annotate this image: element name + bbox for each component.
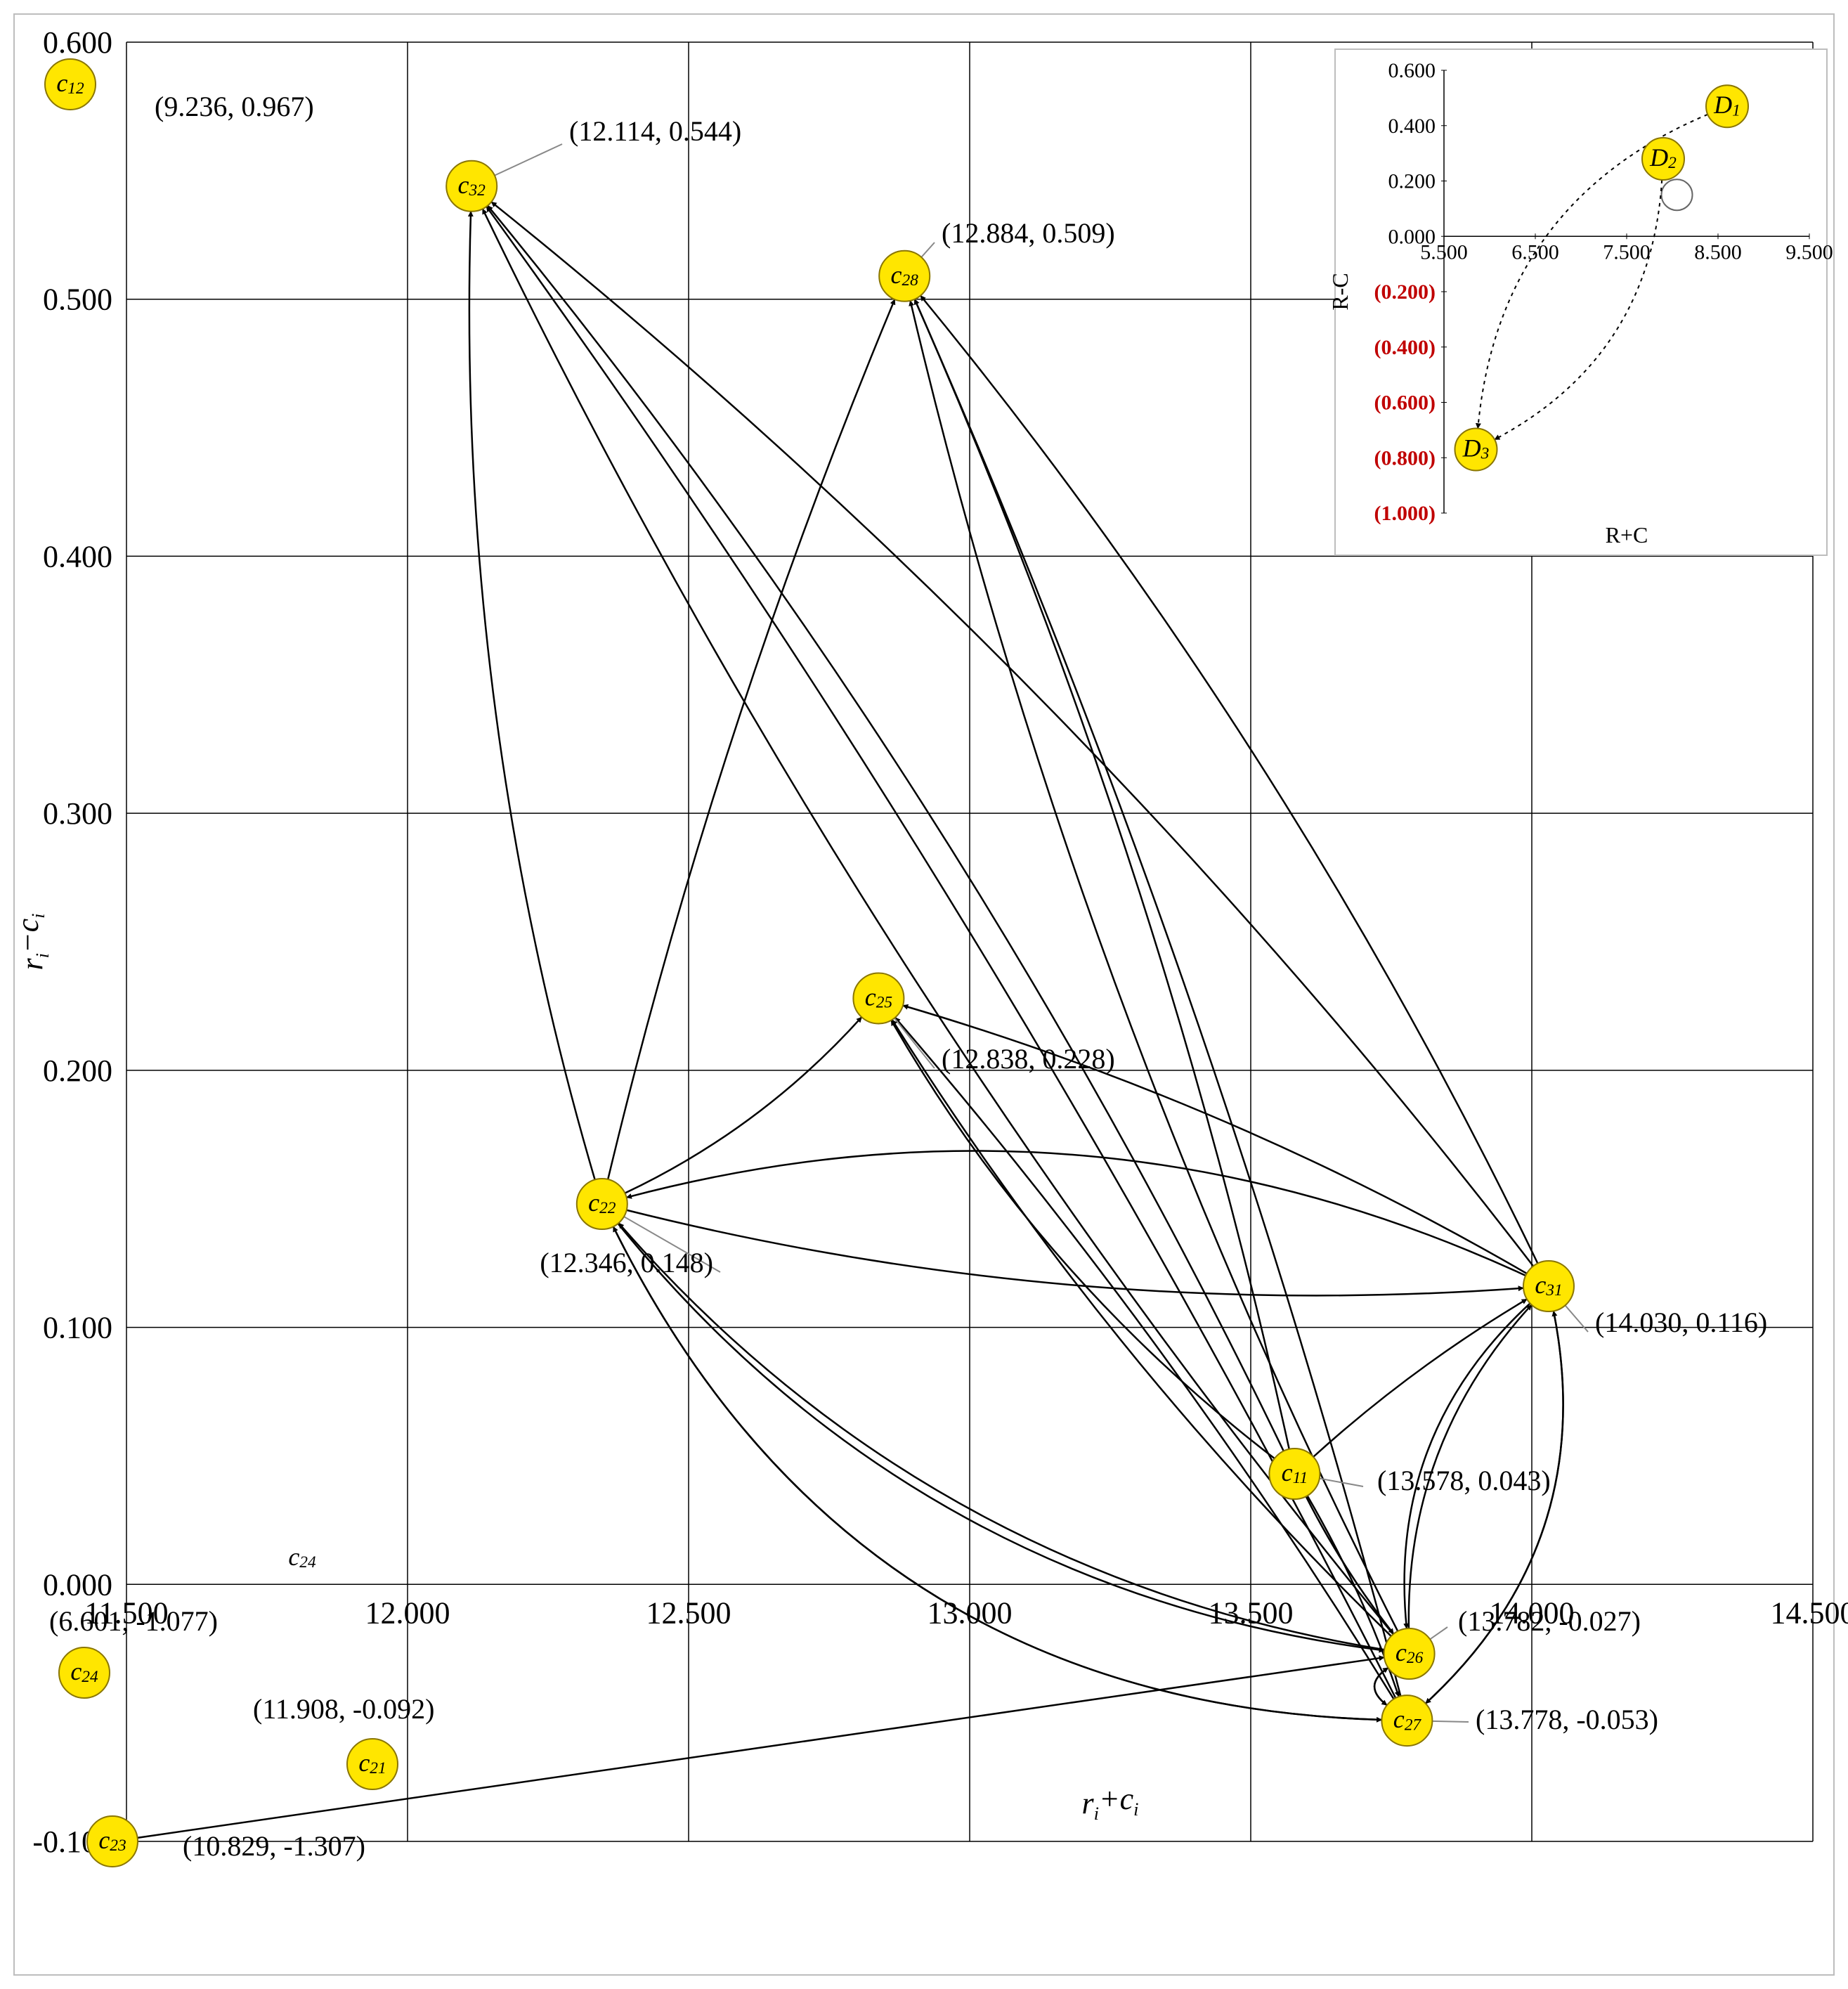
node-c24: c24 (59, 1647, 110, 1698)
edge (1313, 1299, 1527, 1456)
node-c28: c28 (879, 251, 930, 302)
edge (138, 1657, 1384, 1838)
edge (915, 299, 1401, 1697)
node-c26: c26 (1384, 1628, 1435, 1679)
coord-label-c23: (10.829, -1.307) (183, 1830, 365, 1862)
node-c31: c31 (1523, 1261, 1574, 1311)
coord-label-c32: (12.114, 0.544) (569, 115, 741, 147)
plot-label-c24: c24 (288, 1543, 316, 1572)
edge (915, 299, 1289, 1449)
inset-y-tick-neg: (0.600) (1374, 391, 1436, 415)
edge (625, 1017, 861, 1193)
inset-x-tick: 7.500 (1603, 240, 1651, 264)
node-c25: c25 (853, 973, 904, 1023)
y-tick-label: 0.600 (43, 25, 112, 60)
inset-node-D3: D3 (1455, 428, 1497, 470)
y-tick-label: 0.000 (43, 1567, 112, 1602)
inset-y-tick: 0.600 (1388, 59, 1436, 82)
edge (627, 1151, 1526, 1276)
x-tick-label: 14.500 (1771, 1595, 1848, 1630)
inset-node-D1: D1 (1706, 85, 1748, 127)
inset-y-tick: 0.000 (1388, 225, 1436, 248)
node-c22: c22 (577, 1179, 627, 1229)
y-tick-label: 0.500 (43, 283, 112, 317)
x-tick-label: 12.000 (365, 1595, 450, 1630)
edge (910, 301, 1398, 1631)
edge (613, 1226, 1382, 1720)
edge (618, 1223, 1384, 1650)
node-c21: c21 (347, 1739, 398, 1789)
inset-x-axis-title: R+C (1606, 522, 1648, 548)
coord-label-c27: (13.778, -0.053) (1476, 1704, 1658, 1735)
inset-y-tick-neg: (0.400) (1374, 336, 1436, 359)
inset-y-axis-title: R-C (1327, 273, 1353, 310)
inset-y-tick-neg: (0.800) (1374, 446, 1436, 469)
edge (891, 1021, 1275, 1458)
edge (486, 207, 1395, 1698)
inset-y-tick-neg: (0.200) (1374, 280, 1436, 304)
chart-svg: 11.50012.00012.50013.00013.50014.00014.5… (0, 0, 1848, 1989)
y-axis-title: ri−ci (11, 913, 53, 970)
inset-node-D2: D2 (1642, 138, 1684, 180)
coord-label-c11: (13.578, 0.043) (1377, 1465, 1551, 1496)
inset-hollow-node (1662, 179, 1693, 210)
edge (1426, 1311, 1563, 1703)
coord-label-c26: (13.782, -0.027) (1458, 1605, 1641, 1637)
node-c32: c32 (446, 161, 497, 212)
coord-label-c22: (12.346, 0.148) (540, 1247, 713, 1278)
node-c12: c12 (45, 59, 96, 110)
edge (1426, 1311, 1563, 1703)
coord-label-c21: (11.908, -0.092) (253, 1693, 434, 1725)
inset-x-tick: 6.500 (1511, 240, 1559, 264)
y-tick-label: 0.200 (43, 1054, 112, 1088)
inset-x-tick: 8.500 (1694, 240, 1742, 264)
y-tick-label: 0.300 (43, 796, 112, 831)
edge (608, 299, 894, 1179)
coord-label-c25: (12.838, 0.228) (942, 1043, 1115, 1075)
edge (613, 1226, 1382, 1720)
inset-y-tick: 0.200 (1388, 170, 1436, 193)
x-axis-title: ri+ci (1081, 1782, 1138, 1824)
inset-y-tick: 0.400 (1388, 115, 1436, 138)
y-tick-label: 0.400 (43, 539, 112, 574)
node-c23: c23 (87, 1816, 138, 1867)
x-tick-label: 12.500 (646, 1595, 731, 1630)
coord-label-c12: (9.236, 0.967) (155, 91, 314, 122)
y-tick-label: 0.100 (43, 1311, 112, 1345)
coord-label-c24: (6.601, -1.077) (49, 1605, 218, 1637)
edge (618, 1224, 1384, 1650)
coord-label-c28: (12.884, 0.509) (942, 217, 1115, 249)
x-tick-label: 13.000 (928, 1595, 1013, 1630)
coord-label-c31: (14.030, 0.116) (1595, 1307, 1767, 1338)
page: 11.50012.00012.50013.00013.50014.00014.5… (0, 0, 1848, 1989)
node-c27: c27 (1381, 1695, 1432, 1746)
edge (469, 212, 595, 1180)
node-c11: c11 (1269, 1449, 1320, 1499)
inset-y-tick-neg: (1.000) (1374, 502, 1436, 525)
edge (483, 209, 1393, 1634)
inset-x-tick: 9.500 (1785, 240, 1833, 264)
